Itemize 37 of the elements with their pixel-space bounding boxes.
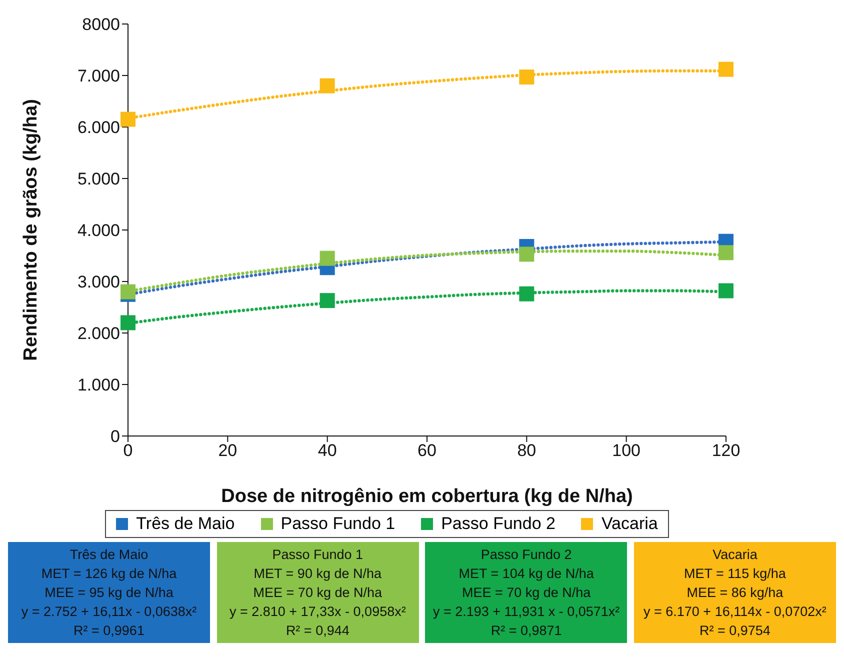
- point: [320, 250, 335, 266]
- y-axis-title: Rendimento de grãos (kg/ha): [20, 99, 42, 361]
- y-tick-label: 8000: [82, 15, 120, 34]
- text: Três de Maio MET = 126 kg de N/ha MEE = 95 kg de N/ha y = 2.752 + 16,11x - 0,0638x² R² = 0,9961: [8, 545, 210, 640]
- x-tick-label: 100: [612, 441, 641, 460]
- y-tick-label: 7.000: [77, 66, 120, 86]
- point: [718, 245, 734, 260]
- text: Passo Fundo 1 MET = 90 kg de N/ha MEE = 70 kg de N/ha y = 2.810 + 17,33x - 0,0958x² R² = 0,944: [216, 545, 419, 640]
- point: [120, 315, 136, 330]
- point: [320, 78, 335, 94]
- point: [718, 283, 734, 298]
- y-tick-label: 3.000: [77, 272, 120, 292]
- y-tick-label: 0: [110, 427, 120, 446]
- x-tick-label: 40: [318, 441, 337, 460]
- legend-label: Passo Fundo 1: [280, 514, 396, 534]
- legend-label: Três de Maio: [136, 514, 235, 534]
- point: [120, 112, 136, 127]
- point: [519, 246, 534, 262]
- text: Passo Fundo 2 MET = 104 kg de N/ha MEE = 70 kg de N/ha y = 2.193 + 11,931 x - 0,0571x² R² = 0,9871: [425, 545, 628, 640]
- y-tick-label: 5.000: [77, 170, 120, 189]
- x-tick-label: 120: [712, 441, 740, 460]
- point: [718, 62, 734, 77]
- point: [519, 70, 534, 85]
- y-tick-label: 4.000: [77, 221, 120, 240]
- x-tick-label: 60: [418, 441, 436, 460]
- y-tick-label: 2.000: [77, 324, 120, 344]
- point: [320, 293, 335, 308]
- point: [519, 286, 534, 302]
- legend-label: Vacaria: [601, 514, 658, 534]
- x-tick-label: 80: [517, 441, 536, 460]
- x-axis-title: Dose de nitrogênio em cobertura (kg de N/ha): [221, 486, 633, 507]
- x-tick-label: 20: [218, 441, 238, 460]
- x-tick-label: 0: [123, 441, 133, 460]
- text: Vacaria MET = 115 kg/ha MEE = 86 kg/ha y = 6.170 + 16,114x - 0,0702x² R² = 0,9754: [634, 545, 836, 640]
- y-tick-label: 1.000: [77, 376, 120, 395]
- y-tick-label: 6.000: [77, 118, 120, 138]
- legend-label: Passo Fundo 2: [441, 514, 556, 534]
